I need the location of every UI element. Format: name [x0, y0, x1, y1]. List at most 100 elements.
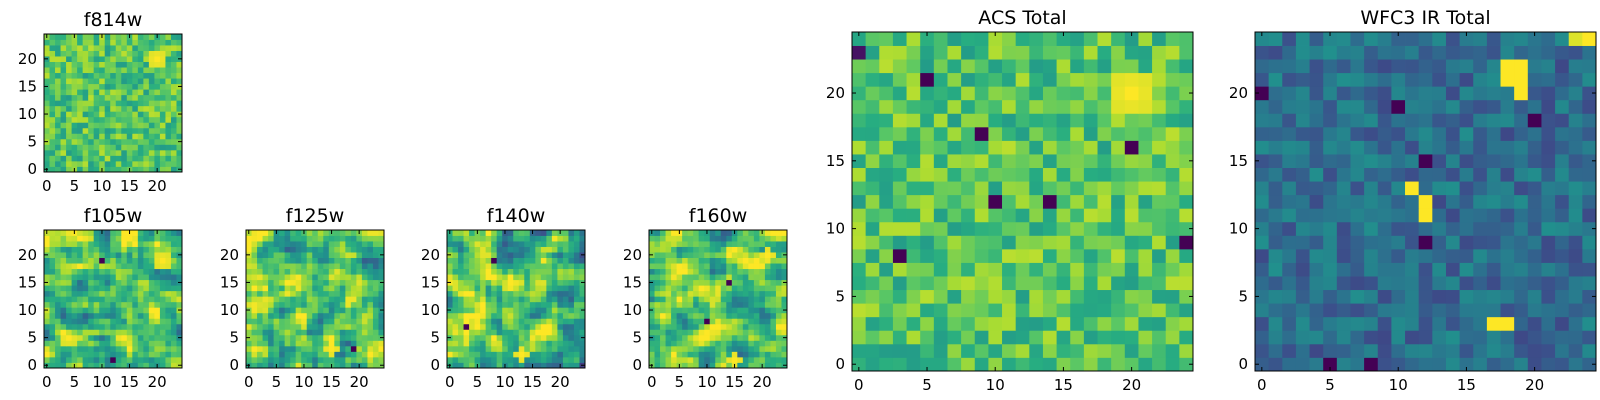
heatmap-cell — [378, 340, 385, 347]
heatmap-cell — [649, 340, 655, 347]
heatmap-cell — [579, 345, 586, 352]
heatmap-cell — [1083, 235, 1098, 250]
heatmap-cell — [77, 356, 84, 363]
heatmap-cell — [290, 263, 297, 270]
heatmap-cell — [154, 340, 161, 347]
heatmap-cell — [44, 67, 50, 74]
heatmap-cell — [961, 303, 976, 318]
heatmap-cell — [66, 307, 72, 314]
heatmap-cell — [1056, 208, 1071, 223]
heatmap-cell — [709, 351, 716, 358]
heatmap-cell — [356, 235, 363, 242]
heatmap-cell — [1083, 181, 1098, 196]
heatmap-cell — [148, 252, 155, 258]
heatmap-cell — [1083, 208, 1098, 223]
heatmap-cell — [137, 334, 144, 341]
heatmap-cell — [676, 257, 683, 264]
heatmap-cell — [82, 50, 89, 57]
heatmap-cell — [540, 274, 547, 281]
heatmap-cell — [176, 105, 183, 112]
heatmap-cell — [99, 67, 106, 74]
heatmap-cell — [676, 312, 683, 319]
x-tick-label: 5 — [70, 373, 80, 391]
heatmap-cell — [551, 235, 558, 242]
heatmap-cell — [176, 329, 183, 336]
heatmap-cell — [1527, 343, 1542, 358]
heatmap-cell — [115, 296, 122, 303]
heatmap-cell — [649, 301, 655, 308]
heatmap-cell — [66, 34, 72, 40]
heatmap-cell — [1500, 140, 1515, 155]
heatmap-cell — [947, 72, 962, 87]
heatmap-cell — [121, 340, 128, 347]
heatmap-cell — [947, 99, 962, 114]
heatmap-cell — [49, 301, 56, 308]
heatmap-cell — [731, 241, 738, 247]
y-tick-label: 15 — [220, 273, 239, 291]
heatmap-cell — [1002, 208, 1017, 223]
heatmap-cell — [535, 246, 542, 253]
heatmap-cell — [671, 285, 677, 292]
heatmap-cell — [295, 301, 302, 308]
heatmap-cell — [720, 290, 727, 297]
heatmap-cell — [671, 279, 677, 286]
heatmap-cell — [1350, 126, 1365, 141]
heatmap-cell — [279, 230, 286, 236]
heatmap-cell — [485, 323, 492, 330]
heatmap-cell — [573, 307, 580, 314]
heatmap-cell — [524, 279, 531, 286]
heatmap-cell — [480, 246, 487, 253]
heatmap-cell — [88, 105, 95, 112]
heatmap-cell — [99, 94, 106, 101]
heatmap-cell — [110, 362, 117, 369]
heatmap-cell — [535, 334, 542, 341]
heatmap-cell — [44, 318, 50, 325]
heatmap-cell — [159, 345, 166, 352]
heatmap-cell — [1541, 32, 1556, 46]
heatmap-cell — [1111, 113, 1126, 128]
heatmap-cell — [961, 113, 976, 128]
heatmap-cell — [947, 343, 962, 358]
heatmap-cell — [170, 116, 177, 123]
heatmap-cell — [176, 312, 183, 319]
heatmap-cell — [165, 345, 172, 352]
heatmap-cell — [165, 274, 172, 281]
heatmap-cell — [469, 312, 475, 319]
heatmap-cell — [356, 351, 363, 358]
heatmap-cell — [284, 290, 291, 297]
heatmap-cell — [273, 263, 280, 270]
heatmap-cell — [906, 113, 921, 128]
heatmap-cell — [852, 59, 867, 74]
heatmap-cell — [268, 257, 274, 264]
heatmap-cell — [170, 345, 177, 352]
heatmap-cell — [159, 111, 166, 118]
heatmap-cell — [1364, 316, 1379, 331]
heatmap-cell — [71, 340, 78, 347]
heatmap-cell — [764, 345, 771, 352]
heatmap-cell — [279, 301, 286, 308]
heatmap-cell — [879, 72, 894, 87]
heatmap-cell — [676, 279, 683, 286]
heatmap-cell — [328, 307, 335, 314]
heatmap-cell — [1138, 126, 1153, 141]
heatmap-cell — [170, 296, 177, 303]
heatmap-cell — [49, 116, 56, 123]
heatmap-cell — [246, 290, 252, 297]
heatmap-cell — [988, 276, 1003, 291]
heatmap-cell — [361, 312, 368, 319]
heatmap-cell — [328, 351, 335, 358]
heatmap-cell — [110, 78, 117, 85]
heatmap-cell — [676, 296, 683, 303]
heatmap-cell — [551, 268, 558, 275]
heatmap-cell — [781, 345, 788, 352]
heatmap-cell — [170, 160, 177, 167]
heatmap-cell — [715, 340, 722, 347]
heatmap-cell — [115, 45, 122, 51]
heatmap-cell — [165, 100, 172, 107]
heatmap-cell — [974, 181, 989, 196]
heatmap-cell — [546, 235, 553, 242]
heatmap-cell — [126, 279, 133, 286]
heatmap-cell — [1418, 208, 1433, 223]
heatmap-cell — [66, 301, 72, 308]
heatmap-cell — [452, 279, 459, 286]
